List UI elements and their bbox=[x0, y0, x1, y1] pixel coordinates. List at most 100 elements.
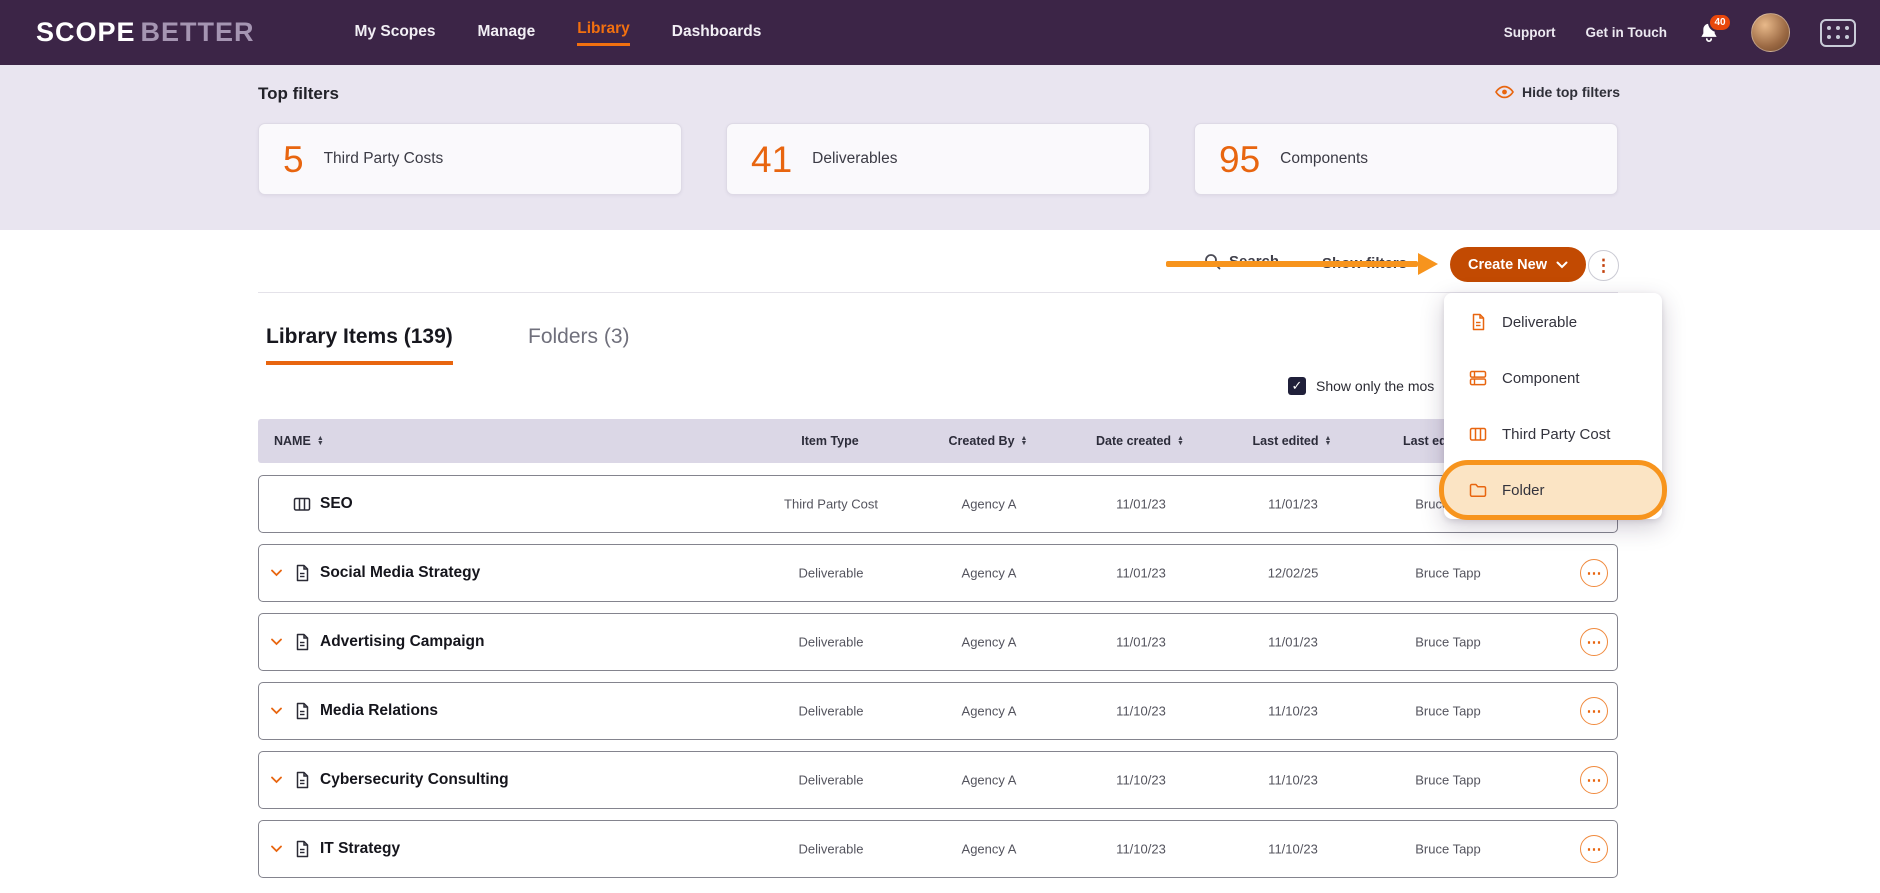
last-edited-by-cell: Bruce Tapp bbox=[1415, 634, 1481, 650]
card-label: Deliverables bbox=[812, 150, 898, 167]
apps-icon[interactable] bbox=[1820, 18, 1856, 47]
component-icon bbox=[1469, 370, 1487, 386]
filter-card-components[interactable]: 95 Components bbox=[1194, 123, 1618, 195]
column-header-date-created[interactable]: Date created ▲ ▼ bbox=[1096, 434, 1184, 448]
tab-library-items[interactable]: Library Items (139) bbox=[266, 325, 453, 365]
eye-icon bbox=[1494, 85, 1514, 99]
support-link[interactable]: Support bbox=[1503, 25, 1556, 40]
table-row-cybersecurity-consulting[interactable]: Cybersecurity Consulting Deliverable Age… bbox=[258, 751, 1618, 809]
user-avatar[interactable] bbox=[1751, 13, 1790, 52]
last-edited-by-cell: Bruce Tapp bbox=[1415, 565, 1481, 581]
column-header-name[interactable]: NAME ▲ ▼ bbox=[274, 434, 324, 448]
nav-dashboards[interactable]: Dashboards bbox=[671, 22, 762, 40]
menu-item-deliverable[interactable]: Deliverable bbox=[1444, 294, 1662, 350]
column-header-item-type[interactable]: Item Type bbox=[801, 434, 858, 448]
last-edited-cell: 11/10/23 bbox=[1268, 772, 1318, 788]
show-only-filter[interactable]: ✓ Show only the mos bbox=[1288, 377, 1434, 395]
column-label: Item Type bbox=[801, 434, 859, 448]
create-new-menu: Deliverable Component Third Party Cost F… bbox=[1439, 293, 1667, 520]
item-name: Cybersecurity Consulting bbox=[320, 771, 509, 788]
last-edited-by-cell: Bruce Tapp bbox=[1415, 703, 1481, 719]
last-edited-cell: 11/10/23 bbox=[1268, 703, 1318, 719]
column-label: Date created bbox=[1096, 434, 1172, 448]
table-header: NAME ▲ ▼ Item Type Created By ▲ ▼ Date cre… bbox=[258, 419, 1618, 463]
item-type-cell: Deliverable bbox=[798, 565, 864, 581]
document-icon bbox=[296, 771, 309, 789]
item-name: Advertising Campaign bbox=[320, 633, 485, 650]
ellipsis-icon: ⋯ bbox=[1586, 703, 1602, 720]
notification-badge: 40 bbox=[1708, 12, 1732, 32]
menu-item-third-party-cost[interactable]: Third Party Cost bbox=[1444, 406, 1662, 462]
expand-chevron-icon[interactable] bbox=[271, 569, 282, 577]
table-row-advertising-campaign[interactable]: Advertising Campaign Deliverable Agency … bbox=[258, 613, 1618, 671]
expand-chevron-icon[interactable] bbox=[271, 845, 282, 853]
nav-my-scopes[interactable]: My Scopes bbox=[354, 22, 436, 40]
item-name: Media Relations bbox=[320, 702, 438, 719]
expand-chevron-icon[interactable] bbox=[271, 776, 282, 784]
menu-item-component[interactable]: Component bbox=[1444, 350, 1662, 406]
created-by-cell: Agency A bbox=[961, 703, 1017, 719]
top-filters-section: Top filters Hide top filters 5 Third Par… bbox=[0, 65, 1880, 230]
sort-icon: ▲▼ bbox=[316, 434, 324, 447]
top-nav-bar: SCOPE BETTER My Scopes Manage Library Das… bbox=[0, 0, 1880, 65]
last-edited-cell: 12/02/25 bbox=[1267, 565, 1319, 581]
folder-icon bbox=[1469, 483, 1487, 497]
check-icon: ✓ bbox=[1291, 378, 1303, 393]
column-header-created-by[interactable]: Created By ▲ ▼ bbox=[949, 434, 1028, 448]
column-label: Last edited bbox=[1252, 434, 1319, 448]
row-actions-button[interactable]: ⋯ bbox=[1580, 766, 1608, 794]
filter-cards: 5 Third Party Costs 41 Deliverables 95 C… bbox=[258, 123, 1618, 195]
created-by-cell: Agency A bbox=[961, 841, 1017, 857]
sort-icon: ▲▼ bbox=[1177, 434, 1184, 447]
logo-part-better: BETTER bbox=[140, 17, 255, 47]
table-row-social-media-strategy[interactable]: Social Media Strategy Deliverable Agency… bbox=[258, 544, 1618, 602]
last-edited-by-cell: Bruce Tapp bbox=[1415, 772, 1481, 788]
column-header-last-edited[interactable]: Last edited ▲ ▼ bbox=[1253, 434, 1332, 448]
filter-card-third-party-costs[interactable]: 5 Third Party Costs bbox=[258, 123, 682, 195]
column-label: Created By bbox=[948, 434, 1015, 448]
third-party-cost-icon bbox=[1469, 427, 1487, 441]
column-label: NAME bbox=[274, 434, 311, 448]
menu-item-label: Component bbox=[1502, 369, 1580, 387]
row-actions-button[interactable]: ⋯ bbox=[1580, 559, 1608, 587]
chevron-down-icon bbox=[1556, 261, 1568, 268]
hide-top-filters-button[interactable]: Hide top filters bbox=[1494, 84, 1620, 100]
date-created-cell: 11/10/23 bbox=[1116, 772, 1166, 788]
table-row-media-relations[interactable]: Media Relations Deliverable Agency A 11/… bbox=[258, 682, 1618, 740]
expand-chevron-icon[interactable] bbox=[271, 638, 282, 646]
checkbox-checked[interactable]: ✓ bbox=[1288, 377, 1306, 395]
create-new-button[interactable]: Create New bbox=[1450, 247, 1586, 282]
nav-manage[interactable]: Manage bbox=[477, 22, 536, 40]
table-row-it-strategy[interactable]: IT Strategy Deliverable Agency A 11/10/2… bbox=[258, 820, 1618, 878]
row-actions-button[interactable]: ⋯ bbox=[1580, 628, 1608, 656]
ellipsis-icon: ⋯ bbox=[1586, 634, 1602, 651]
filter-card-deliverables[interactable]: 41 Deliverables bbox=[726, 123, 1150, 195]
last-edited-cell: 11/01/23 bbox=[1268, 496, 1318, 512]
tab-folders[interactable]: Folders (3) bbox=[528, 325, 630, 348]
more-options-button[interactable]: ⋮ bbox=[1588, 250, 1619, 281]
item-type-cell: Third Party Cost bbox=[784, 496, 878, 512]
notifications-button[interactable]: 40 bbox=[1697, 12, 1732, 45]
toolbar-divider bbox=[258, 292, 1618, 293]
menu-item-label: Deliverable bbox=[1502, 313, 1578, 331]
menu-item-label: Third Party Cost bbox=[1502, 425, 1611, 443]
card-label: Third Party Costs bbox=[323, 150, 444, 167]
get-in-touch-link[interactable]: Get in Touch bbox=[1585, 25, 1668, 40]
document-icon bbox=[296, 564, 309, 582]
menu-item-folder[interactable]: Folder bbox=[1439, 460, 1667, 520]
header-right: Support Get in Touch 40 bbox=[1503, 12, 1856, 52]
item-type-cell: Deliverable bbox=[798, 841, 864, 857]
menu-item-label: Folder bbox=[1502, 481, 1545, 499]
document-icon bbox=[296, 633, 309, 651]
expand-chevron-icon[interactable] bbox=[271, 707, 282, 715]
nav-library[interactable]: Library bbox=[577, 20, 630, 46]
logo[interactable]: SCOPE BETTER bbox=[36, 17, 255, 48]
row-actions-button[interactable]: ⋯ bbox=[1580, 697, 1608, 725]
create-new-label: Create New bbox=[1468, 256, 1547, 273]
table-row-seo[interactable]: SEO Third Party Cost Agency A 11/01/23 1… bbox=[258, 475, 1618, 533]
last-edited-cell: 11/01/23 bbox=[1268, 634, 1318, 650]
created-by-cell: Agency A bbox=[961, 634, 1017, 650]
row-actions-button[interactable]: ⋯ bbox=[1580, 835, 1608, 863]
logo-part-scope: SCOPE bbox=[36, 17, 136, 47]
